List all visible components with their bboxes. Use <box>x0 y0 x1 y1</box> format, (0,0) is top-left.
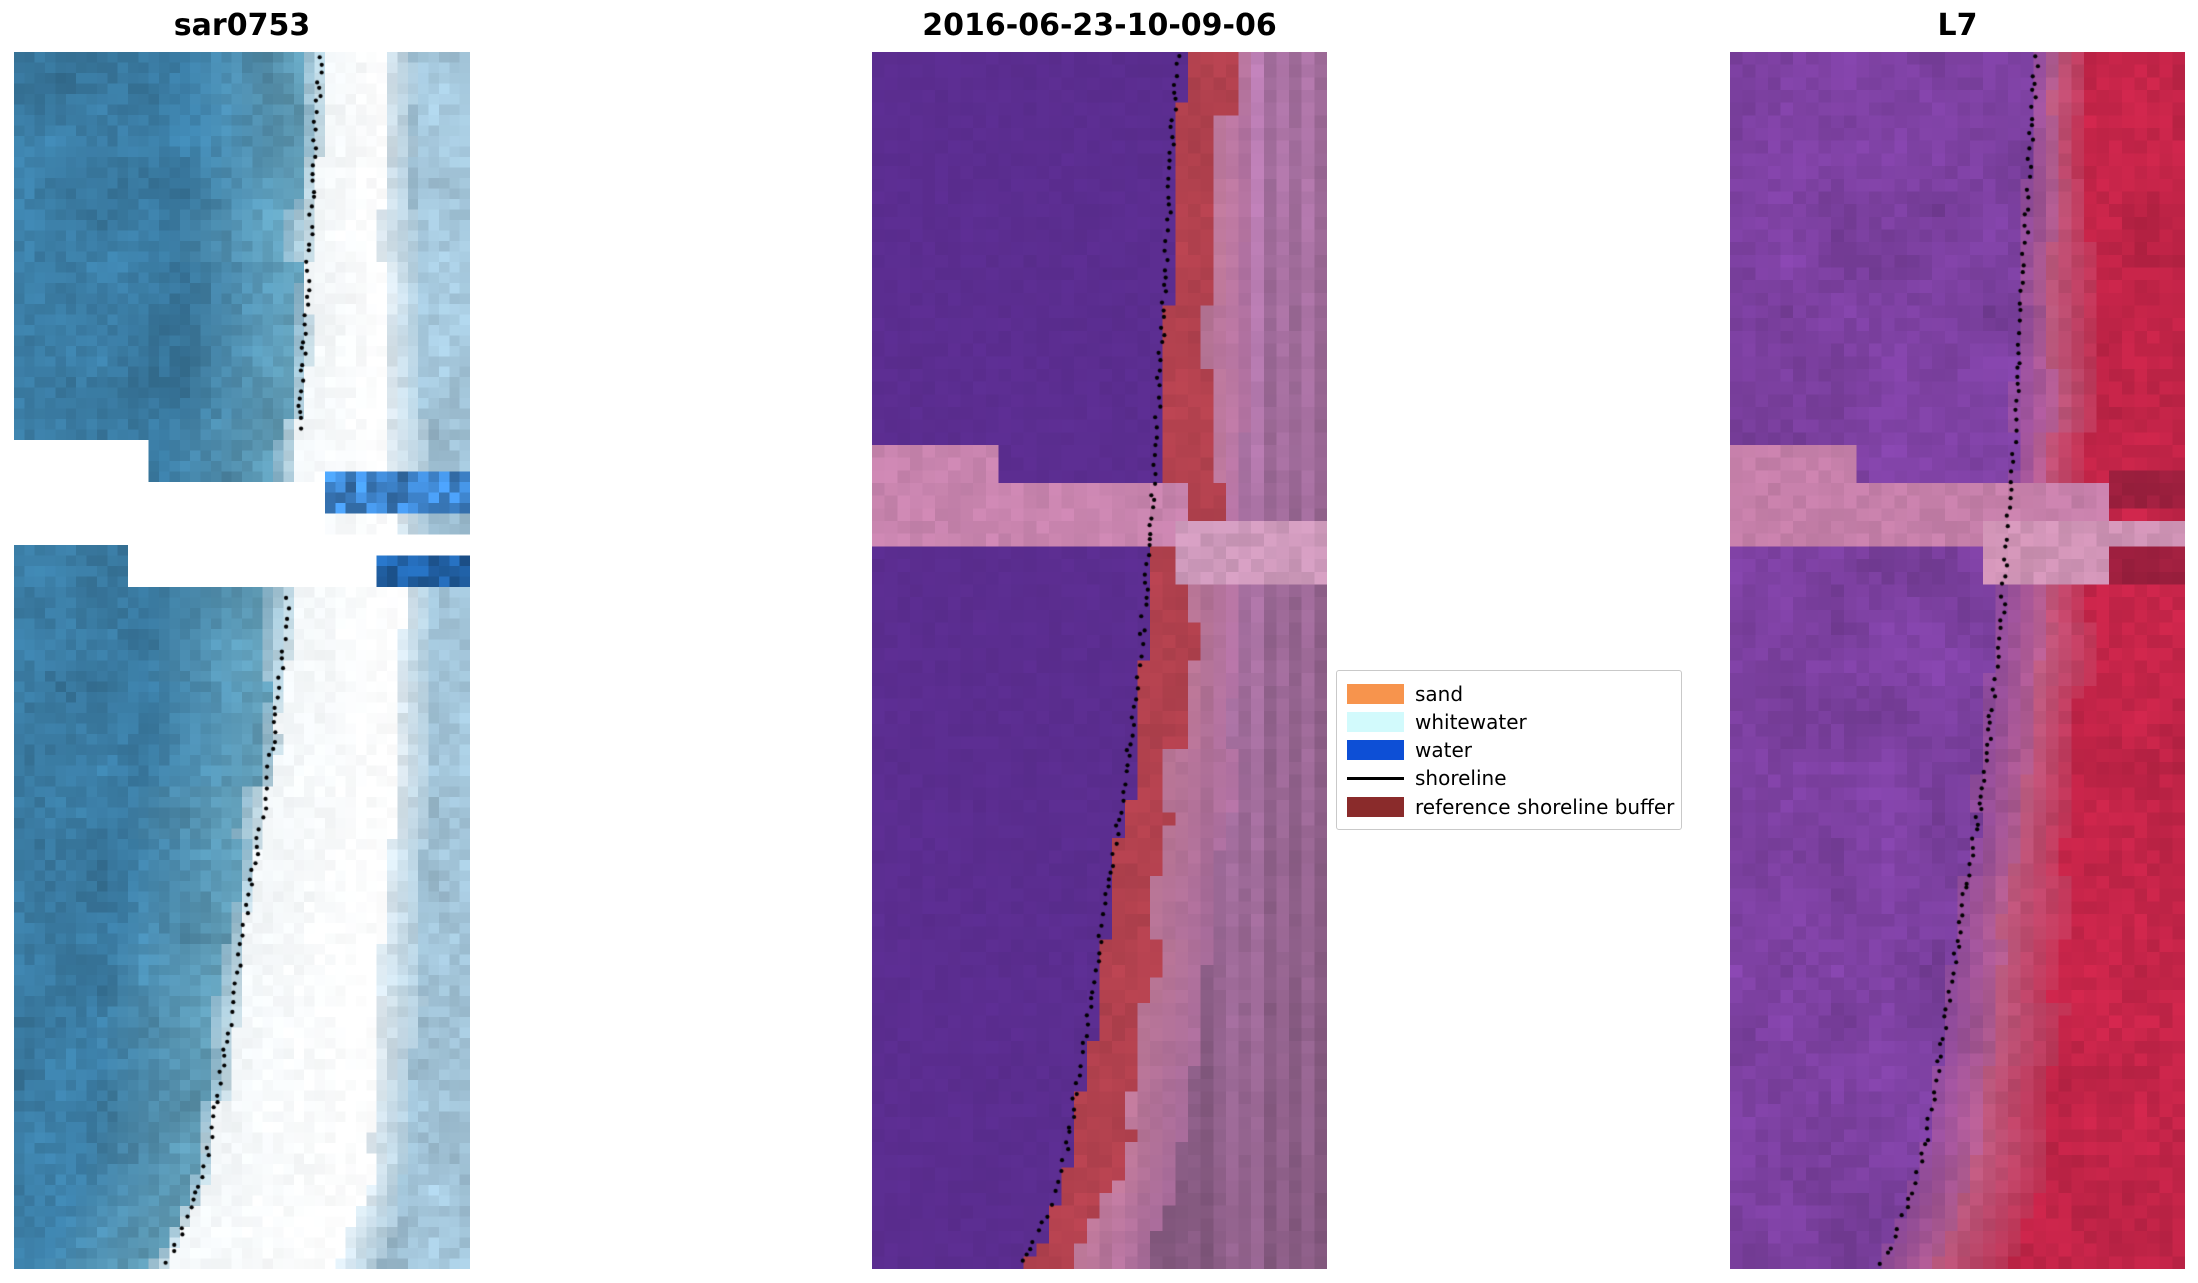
shoreline-line-swatch <box>1347 768 1404 788</box>
legend-row-sand: sand <box>1347 680 1671 707</box>
legend-row-whitewater: whitewater <box>1347 708 1671 735</box>
panel-title-l7: L7 <box>1937 8 1978 43</box>
whitewater-swatch <box>1347 711 1404 732</box>
legend-row-reference-shoreline-buffer: reference shoreline buffer <box>1347 793 1675 820</box>
water-swatch <box>1347 740 1404 760</box>
panel-title-date: 2016-06-23-10-09-06 <box>922 8 1277 43</box>
panel-classified-image <box>872 52 1327 1269</box>
panel-title-sar: sar0753 <box>173 8 311 43</box>
legend: sand whitewater water shoreline referenc… <box>1336 670 1682 830</box>
legend-label-water: water <box>1415 738 1472 762</box>
sand-swatch <box>1347 683 1404 704</box>
classified-shoreline-dots-overlay <box>872 52 1327 1269</box>
reference-shoreline-buffer-swatch <box>1347 796 1404 817</box>
panel-sar-image <box>14 52 470 1269</box>
legend-label-shoreline: shoreline <box>1415 766 1507 791</box>
legend-label-reference-shoreline-buffer: reference shoreline buffer <box>1415 794 1675 819</box>
panel-l7-image <box>1730 52 2185 1269</box>
l7-shoreline-dots-overlay <box>1730 52 2185 1269</box>
legend-label-whitewater: whitewater <box>1415 709 1527 734</box>
sar-shoreline-dots-overlay <box>14 52 470 1269</box>
legend-label-sand: sand <box>1415 681 1464 706</box>
legend-row-water: water <box>1347 737 1671 764</box>
legend-row-shoreline: shoreline <box>1347 765 1671 792</box>
